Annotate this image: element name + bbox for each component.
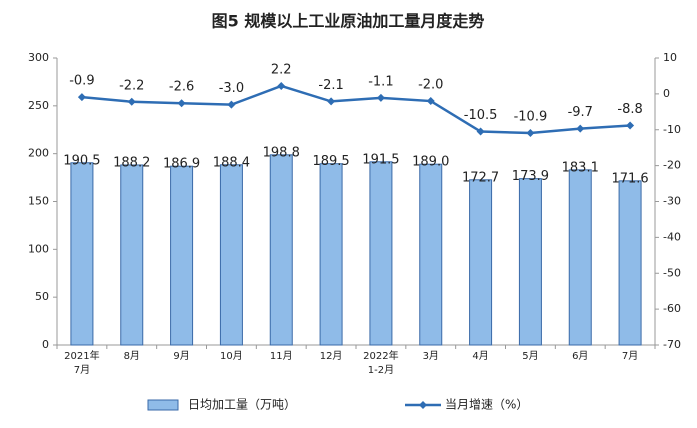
line-marker (177, 99, 186, 108)
x-tick-label: 8月 (123, 351, 140, 362)
line-value-label: 2.2 (271, 62, 292, 77)
bar (469, 179, 493, 346)
legend-swatch (147, 399, 179, 411)
chart-title: 图5 规模以上工业原油加工量月度走势 (212, 12, 485, 31)
x-tick-label: 9月 (173, 351, 190, 362)
bar (120, 164, 144, 346)
legend-marker (419, 401, 427, 409)
bar (518, 178, 542, 346)
bar-value-label: 186.9 (163, 157, 200, 172)
y-tick-label: 200 (28, 147, 49, 160)
line-marker (476, 127, 485, 136)
bar (70, 162, 94, 346)
line-value-label: -2.2 (119, 78, 144, 93)
bar-value-label: 188.4 (213, 155, 250, 170)
line-marker (626, 121, 635, 130)
line-value-label: -0.9 (69, 74, 94, 89)
line-marker (127, 97, 136, 106)
y-tick-label: 0 (42, 338, 49, 351)
x-tick-label: 7月 (621, 351, 639, 362)
bar (618, 180, 642, 346)
line-value-label: -2.1 (318, 78, 343, 93)
y-tick-label: 50 (35, 290, 49, 303)
y2-tick-label: -30 (663, 195, 681, 208)
bar (369, 161, 393, 346)
bar-value-label: 172.7 (462, 170, 499, 185)
y-tick-label: 300 (28, 51, 49, 64)
y2-tick-label: 0 (663, 87, 670, 100)
x-tick-label: 3月 (422, 351, 439, 362)
line-marker (277, 81, 286, 90)
bar-value-label: 198.8 (263, 145, 300, 160)
legend-label: 日均加工量（万吨） (188, 398, 296, 412)
line-value-label: -8.8 (617, 102, 642, 117)
line-value-label: -1.1 (368, 74, 393, 89)
line-marker (227, 100, 236, 109)
x-tick-label: 4月 (472, 351, 489, 362)
bar-value-label: 189.0 (412, 155, 449, 170)
line-value-label: -2.6 (169, 80, 194, 95)
line-value-label: -10.9 (514, 109, 548, 124)
bar (219, 164, 243, 346)
line-value-label: -9.7 (568, 105, 593, 120)
y2-tick-label: -40 (663, 230, 681, 243)
line-marker (426, 97, 435, 106)
bar-value-label: 188.2 (113, 155, 150, 170)
line (81, 84, 631, 135)
bar-value-label: 173.9 (512, 169, 549, 184)
y2-tick-label: -10 (663, 123, 681, 136)
line-marker (327, 97, 336, 106)
line-marker (77, 93, 86, 102)
y-tick-label: 250 (28, 99, 49, 112)
bar-value-label: 171.6 (611, 171, 648, 186)
bar-value-label: 190.5 (63, 153, 100, 168)
line-value-label: -3.0 (219, 81, 244, 96)
y-tick-label: 100 (28, 242, 49, 255)
x-tick-label: 12月 (319, 351, 343, 362)
line-marker (376, 93, 385, 102)
bar (419, 163, 443, 346)
bar-value-label: 191.5 (362, 152, 399, 167)
line-value-label: -10.5 (464, 108, 498, 123)
x-tick-label: 6月 (572, 351, 589, 362)
y-tick-label: 150 (28, 195, 49, 208)
x-tick-label: 11月 (269, 351, 293, 362)
line-marker (576, 124, 585, 133)
bar-value-label: 189.5 (312, 154, 349, 169)
bar-value-label: 183.1 (562, 160, 599, 175)
x-tick-label: 5月 (522, 351, 539, 362)
bar (269, 154, 293, 346)
x-tick-label: 10月 (220, 351, 243, 362)
line-value-label: -2.0 (418, 78, 443, 93)
y2-tick-label: -60 (663, 302, 681, 315)
y2-tick-label: 10 (663, 51, 677, 64)
line-marker (526, 128, 535, 137)
y2-tick-label: -70 (663, 338, 681, 351)
bar (568, 169, 592, 346)
bar (170, 165, 194, 346)
y2-tick-label: -50 (663, 266, 681, 279)
y2-tick-label: -20 (663, 159, 681, 172)
x-tick-label: 2022年 1-2月 (363, 351, 399, 376)
bar (319, 163, 343, 346)
legend-label: 当月增速（%） (445, 398, 528, 412)
x-tick-label: 2021年 7月 (64, 351, 100, 376)
